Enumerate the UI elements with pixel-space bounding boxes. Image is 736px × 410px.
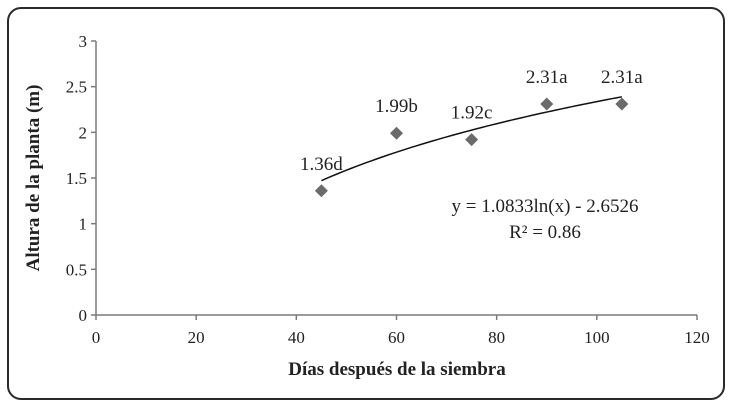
data-label: 2.31a bbox=[601, 67, 643, 88]
data-labels: 1.36d 1.99b 1.92c 2.31a 2.31a bbox=[300, 67, 643, 175]
data-point-diamond bbox=[390, 126, 403, 140]
y-tick-label: 1 bbox=[79, 215, 88, 234]
chart-frame bbox=[7, 7, 725, 400]
y-tick-label: 0 bbox=[79, 306, 88, 325]
y-axis-title: Altura de la planta (m) bbox=[23, 85, 44, 272]
data-point-diamond bbox=[540, 97, 554, 111]
data-point-diamond bbox=[314, 184, 328, 198]
x-axis-title: Días después de la siembra bbox=[288, 359, 506, 380]
x-tick-label: 120 bbox=[684, 328, 710, 347]
x-tick-label: 100 bbox=[584, 328, 610, 347]
x-tick-label: 80 bbox=[488, 328, 505, 347]
y-tick-label: 2.5 bbox=[66, 78, 87, 97]
trendline-equation: y = 1.0833ln(x) - 2.6526 bbox=[452, 196, 639, 217]
x-tick-label: 0 bbox=[92, 328, 101, 347]
r-squared-label: R² = 0.86 bbox=[509, 222, 581, 243]
data-label: 1.36d bbox=[300, 154, 343, 175]
data-point-diamond bbox=[615, 97, 629, 111]
data-points bbox=[314, 97, 629, 198]
trendline bbox=[321, 96, 623, 182]
data-label: 1.99b bbox=[375, 96, 418, 117]
data-label: 2.31a bbox=[526, 67, 568, 88]
trendline-group bbox=[321, 96, 623, 182]
data-point-diamond bbox=[465, 133, 479, 147]
y-tick-label: 2 bbox=[79, 123, 88, 142]
x-tick-label: 40 bbox=[288, 328, 305, 347]
y-tick-label: 0.5 bbox=[66, 260, 87, 279]
x-axis: 0 20 40 60 80 100 120 bbox=[92, 314, 710, 347]
data-label: 1.92c bbox=[451, 103, 493, 124]
x-tick-label: 60 bbox=[388, 328, 405, 347]
y-tick-label: 3 bbox=[79, 32, 88, 51]
y-tick-label: 1.5 bbox=[66, 169, 87, 188]
y-axis: 0 0.5 1 1.5 2 2.5 3 bbox=[66, 32, 97, 325]
x-tick-label: 20 bbox=[188, 328, 205, 347]
